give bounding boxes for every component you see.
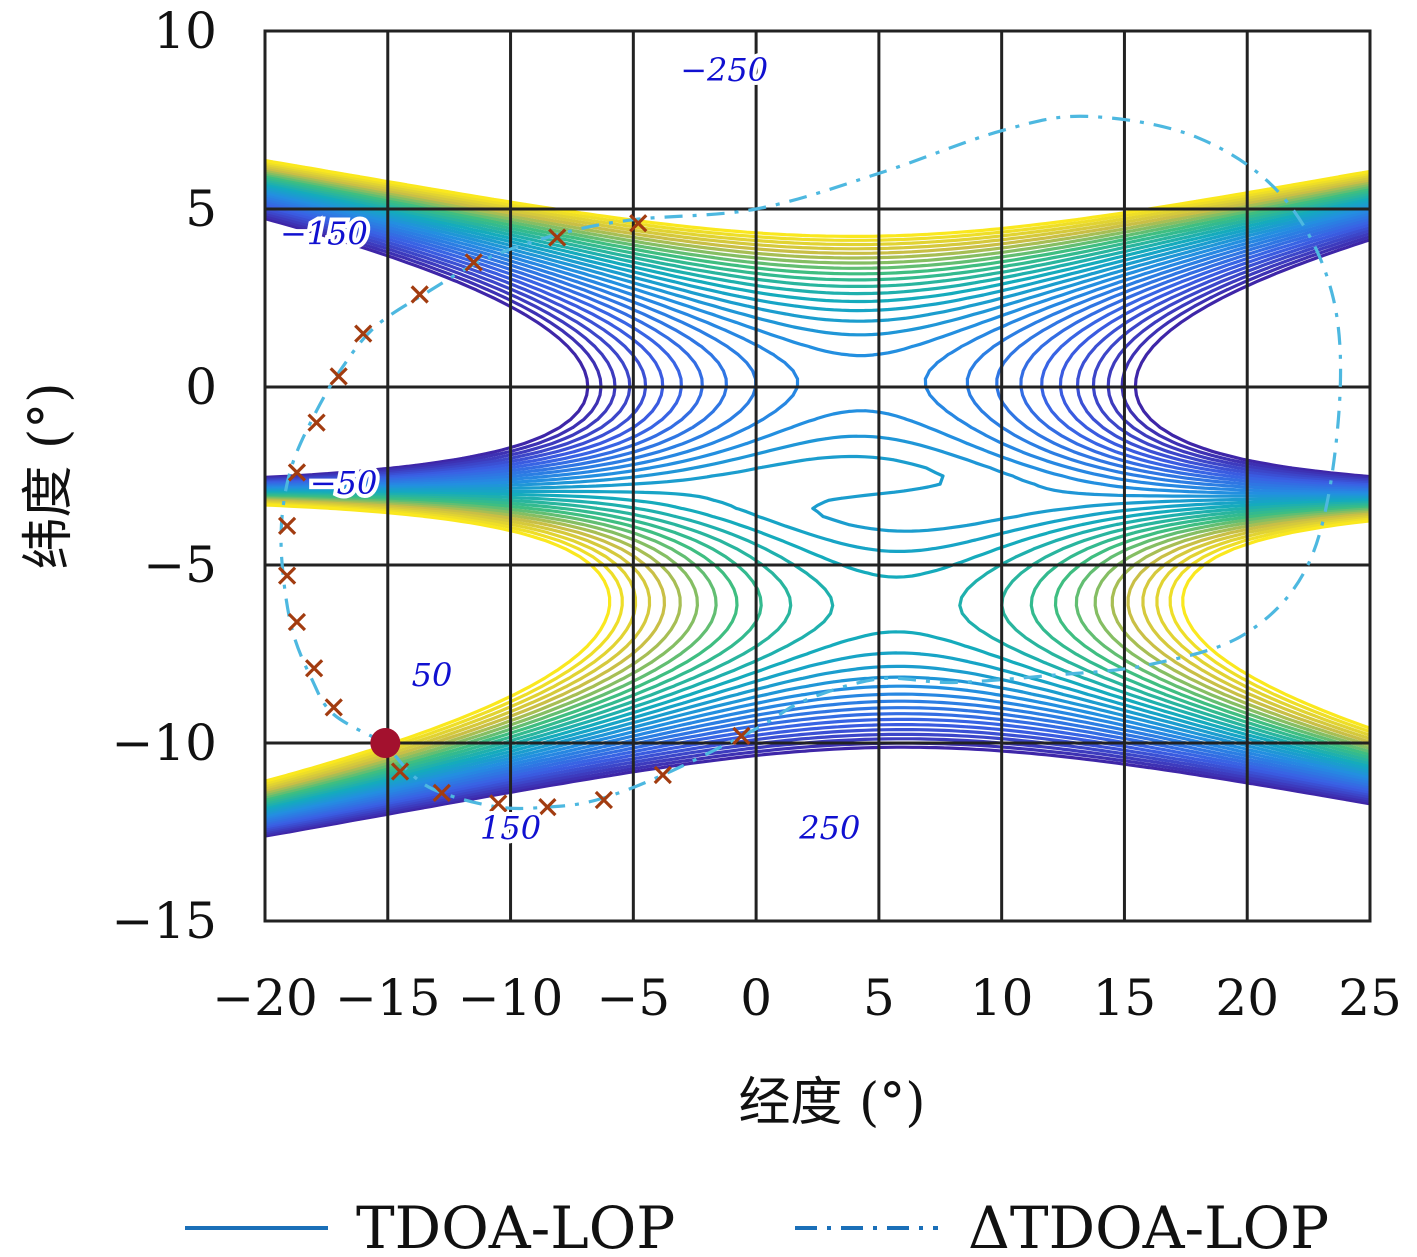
x-tick-label: 10 (970, 969, 1034, 1027)
tdoa-contour-line (265, 158, 1370, 783)
sample-point-marker (324, 698, 343, 717)
tdoa-contour-line (265, 195, 1370, 822)
target-dot (370, 728, 401, 758)
sample-point-marker (432, 783, 451, 802)
y-tick-label: 10 (153, 2, 217, 60)
tdoa-contour-line (265, 193, 1370, 820)
legend: TDOA-LOP ΔTDOA-LOP (185, 1194, 1329, 1257)
y-axis-label: 纬度 (°) (19, 382, 79, 569)
x-tick-label: 25 (1338, 969, 1402, 1027)
contour-label: 250 (798, 809, 860, 847)
x-tick-labels: −20 −15 −10 −5 0 5 10 15 20 25 (212, 969, 1402, 1027)
sample-point-marker (629, 214, 648, 233)
contour-label-halo: 250 (798, 809, 860, 847)
sample-points (277, 214, 751, 817)
sample-point-marker (732, 726, 751, 746)
contour-label-halo: −50 (310, 464, 378, 502)
x-tick-label: 20 (1215, 969, 1279, 1027)
contour-label: 150 (480, 809, 541, 847)
delta-tdoa-curve (279, 114, 1343, 811)
target-marker (370, 728, 401, 758)
contour-label: 50 (412, 656, 453, 694)
x-tick-label: 0 (740, 969, 772, 1027)
x-tick-label: 5 (863, 969, 895, 1027)
tdoa-contour-line (265, 176, 1370, 803)
contour-label-halo: 150 (480, 809, 541, 847)
tdoa-contour-line (265, 209, 1370, 833)
x-tick-label: −5 (596, 969, 670, 1027)
x-tick-label: −10 (458, 969, 564, 1027)
sample-point-marker (354, 324, 373, 343)
plot-frame (263, 29, 1372, 923)
sample-point-marker (489, 794, 508, 813)
sample-point-marker (548, 228, 567, 247)
sample-point-marker (307, 413, 326, 432)
sample-point-marker (287, 612, 307, 632)
sample-point-marker (329, 367, 348, 386)
contour-label-halo: 50 (412, 656, 453, 694)
sample-point-marker (277, 516, 297, 535)
contour-label-halo: −250 (680, 51, 768, 89)
contour-label-halo: −150 (280, 215, 368, 253)
x-tick-label: −20 (212, 969, 318, 1027)
y-tick-labels: 10 5 0 −5 −10 −15 (111, 2, 217, 950)
sample-point-marker (538, 797, 557, 817)
x-axis-label: 经度 (°) (738, 1073, 925, 1133)
x-tick-label: −15 (335, 969, 441, 1027)
tdoa-contour-line (265, 178, 1370, 805)
sample-point-marker (594, 790, 613, 810)
contour-label: −50 (310, 464, 378, 502)
tdoa-contour-line (265, 204, 1370, 829)
sample-point-marker (277, 566, 297, 585)
sample-point-marker (464, 253, 483, 272)
tdoa-contour-line (265, 207, 1370, 831)
sample-point-marker (390, 762, 410, 781)
contour-label: −250 (680, 51, 768, 89)
sample-point-marker (287, 463, 307, 482)
legend-label-tdoa: TDOA-LOP (356, 1194, 675, 1257)
y-tick-label: −15 (111, 892, 217, 950)
y-tick-label: 5 (185, 180, 217, 238)
sample-point-marker (304, 659, 324, 678)
legend-label-delta: ΔTDOA-LOP (968, 1194, 1329, 1257)
grid-lines (265, 31, 1370, 921)
tdoa-contour-line (265, 214, 1370, 836)
y-tick-label: −10 (111, 714, 217, 772)
tdoa-contour-line (265, 212, 1370, 835)
x-tick-label: 15 (1093, 969, 1157, 1027)
sample-point-marker (653, 765, 672, 785)
y-tick-label: −5 (143, 536, 217, 594)
tdoa-contour-line (265, 180, 1370, 808)
sample-point-marker (410, 285, 429, 304)
y-tick-label: 0 (185, 358, 217, 416)
contour-label: −150 (280, 215, 368, 253)
